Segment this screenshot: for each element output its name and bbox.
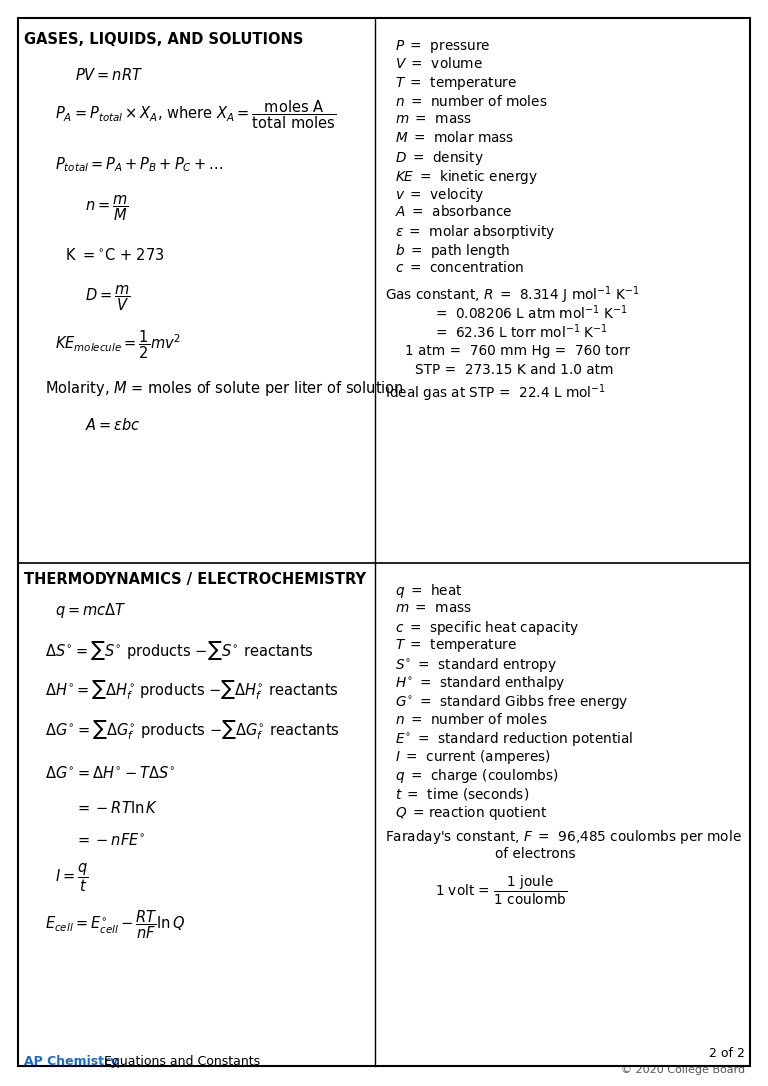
- Text: $\Delta G^{\circ} = \sum \Delta G^{\circ}_f$ products $- \sum \Delta G^{\circ}_f: $\Delta G^{\circ} = \sum \Delta G^{\circ…: [45, 718, 340, 742]
- Text: $T\,$ =  temperature: $T\,$ = temperature: [395, 75, 517, 92]
- Text: $n\,$ =  number of moles: $n\,$ = number of moles: [395, 711, 548, 727]
- Text: K $= {}^{\circ}$C + 273: K $= {}^{\circ}$C + 273: [65, 247, 164, 263]
- Text: Gas constant, $R\,$ =  8.314 J mol$^{-1}$ K$^{-1}$: Gas constant, $R\,$ = 8.314 J mol$^{-1}$…: [385, 285, 640, 306]
- Text: 1 volt = $\dfrac{\mathrm{1\ joule}}{\mathrm{1\ coulomb}}$: 1 volt = $\dfrac{\mathrm{1\ joule}}{\mat…: [435, 873, 568, 907]
- Text: STP =  273.15 K and 1.0 atm: STP = 273.15 K and 1.0 atm: [415, 364, 614, 378]
- Text: $A\,$ =  absorbance: $A\,$ = absorbance: [395, 204, 512, 219]
- Text: $b\,$ =  path length: $b\,$ = path length: [395, 241, 510, 260]
- Text: Equations and Constants: Equations and Constants: [96, 1055, 260, 1068]
- Text: $M\,$ =  molar mass: $M\,$ = molar mass: [395, 130, 515, 146]
- Text: $KE\,$ =  kinetic energy: $KE\,$ = kinetic energy: [395, 167, 538, 186]
- Text: $m\,$ =  mass: $m\,$ = mass: [395, 601, 472, 615]
- Text: 1 atm =  760 mm Hg =  760 torr: 1 atm = 760 mm Hg = 760 torr: [405, 344, 630, 358]
- Text: Molarity, $M$ = moles of solute per liter of solution: Molarity, $M$ = moles of solute per lite…: [45, 379, 404, 397]
- Text: $I = \dfrac{q}{t}$: $I = \dfrac{q}{t}$: [55, 861, 88, 894]
- Text: $S^{\circ}\,$ =  standard entropy: $S^{\circ}\,$ = standard entropy: [395, 656, 558, 674]
- Text: $c\,$ =  specific heat capacity: $c\,$ = specific heat capacity: [395, 619, 579, 637]
- Text: $T\,$ =  temperature: $T\,$ = temperature: [395, 637, 517, 655]
- Text: 2 of 2: 2 of 2: [709, 1047, 745, 1060]
- Text: $\Delta S^{\circ} = \sum S^{\circ}$ products $- \sum S^{\circ}$ reactants: $\Delta S^{\circ} = \sum S^{\circ}$ prod…: [45, 639, 314, 661]
- Text: $G^{\circ}\,$ =  standard Gibbs free energy: $G^{\circ}\,$ = standard Gibbs free ener…: [395, 693, 628, 711]
- Text: $P_{total} = P_A + P_B + P_C + \ldots$: $P_{total} = P_A + P_B + P_C + \ldots$: [55, 155, 223, 175]
- Text: $c\,$ =  concentration: $c\,$ = concentration: [395, 260, 525, 275]
- Text: Ideal gas at STP =  22.4 L mol$^{-1}$: Ideal gas at STP = 22.4 L mol$^{-1}$: [385, 382, 606, 404]
- Text: $H^{\circ}\,$ =  standard enthalpy: $H^{\circ}\,$ = standard enthalpy: [395, 674, 566, 693]
- Text: $q = mc\Delta T$: $q = mc\Delta T$: [55, 601, 127, 619]
- Text: =  62.36 L torr mol$^{-1}$ K$^{-1}$: = 62.36 L torr mol$^{-1}$ K$^{-1}$: [435, 323, 608, 341]
- Text: $n = \dfrac{m}{M}$: $n = \dfrac{m}{M}$: [85, 193, 128, 223]
- Text: $V\,$ =  volume: $V\,$ = volume: [395, 56, 483, 72]
- Text: $= -nFE^{\circ}$: $= -nFE^{\circ}$: [75, 832, 146, 848]
- Text: $D\,$ =  density: $D\,$ = density: [395, 149, 484, 167]
- Text: $PV = nRT$: $PV = nRT$: [75, 67, 143, 83]
- Text: $P\,$ =  pressure: $P\,$ = pressure: [395, 38, 491, 55]
- Text: $P_A = P_{total} \times X_A$, where $X_A = \dfrac{\mathrm{moles\ A}}{\mathrm{tot: $P_A = P_{total} \times X_A$, where $X_A…: [55, 99, 336, 131]
- Text: $q\,$ =  charge (coulombs): $q\,$ = charge (coulombs): [395, 767, 559, 785]
- Text: $\varepsilon\,$ =  molar absorptivity: $\varepsilon\,$ = molar absorptivity: [395, 223, 555, 241]
- Text: =  0.08206 L atm mol$^{-1}$ K$^{-1}$: = 0.08206 L atm mol$^{-1}$ K$^{-1}$: [435, 303, 627, 323]
- Text: $q\,$ =  heat: $q\,$ = heat: [395, 582, 462, 599]
- Text: $Q\,$ = reaction quotient: $Q\,$ = reaction quotient: [395, 804, 547, 822]
- Text: © 2020 College Board: © 2020 College Board: [621, 1065, 745, 1075]
- Text: $A = \varepsilon bc$: $A = \varepsilon bc$: [85, 417, 141, 433]
- Text: $E_{cell} = E^{\circ}_{cell} - \dfrac{RT}{nF}\ln Q$: $E_{cell} = E^{\circ}_{cell} - \dfrac{RT…: [45, 909, 185, 942]
- Text: THERMODYNAMICS / ELECTROCHEMISTRY: THERMODYNAMICS / ELECTROCHEMISTRY: [24, 572, 366, 588]
- Text: $t\,$ =  time (seconds): $t\,$ = time (seconds): [395, 785, 529, 801]
- Text: Faraday's constant, $F\,$ =  96,485 coulombs per mole: Faraday's constant, $F\,$ = 96,485 coulo…: [385, 829, 742, 846]
- Text: $n\,$ =  number of moles: $n\,$ = number of moles: [395, 93, 548, 109]
- Text: of electrons: of electrons: [495, 847, 576, 861]
- Text: AP Chemistry: AP Chemistry: [24, 1055, 118, 1068]
- Text: $I\,$ =  current (amperes): $I\,$ = current (amperes): [395, 748, 551, 767]
- Text: $m\,$ =  mass: $m\,$ = mass: [395, 112, 472, 126]
- Text: $= -RT \ln K$: $= -RT \ln K$: [75, 800, 158, 816]
- Text: $D = \dfrac{m}{V}$: $D = \dfrac{m}{V}$: [85, 283, 131, 313]
- Text: $E^{\circ}\,$ =  standard reduction potential: $E^{\circ}\,$ = standard reduction poten…: [395, 730, 633, 748]
- Text: $v\,$ =  velocity: $v\,$ = velocity: [395, 186, 485, 204]
- Text: GASES, LIQUIDS, AND SOLUTIONS: GASES, LIQUIDS, AND SOLUTIONS: [24, 31, 303, 47]
- Text: $\Delta H^{\circ} = \sum \Delta H^{\circ}_f$ products $- \sum \Delta H^{\circ}_f: $\Delta H^{\circ} = \sum \Delta H^{\circ…: [45, 679, 339, 702]
- Text: $\Delta G^{\circ} = \Delta H^{\circ} - T\Delta S^{\circ}$: $\Delta G^{\circ} = \Delta H^{\circ} - T…: [45, 765, 175, 781]
- Text: $KE_{molecule} = \dfrac{1}{2}mv^2$: $KE_{molecule} = \dfrac{1}{2}mv^2$: [55, 329, 181, 362]
